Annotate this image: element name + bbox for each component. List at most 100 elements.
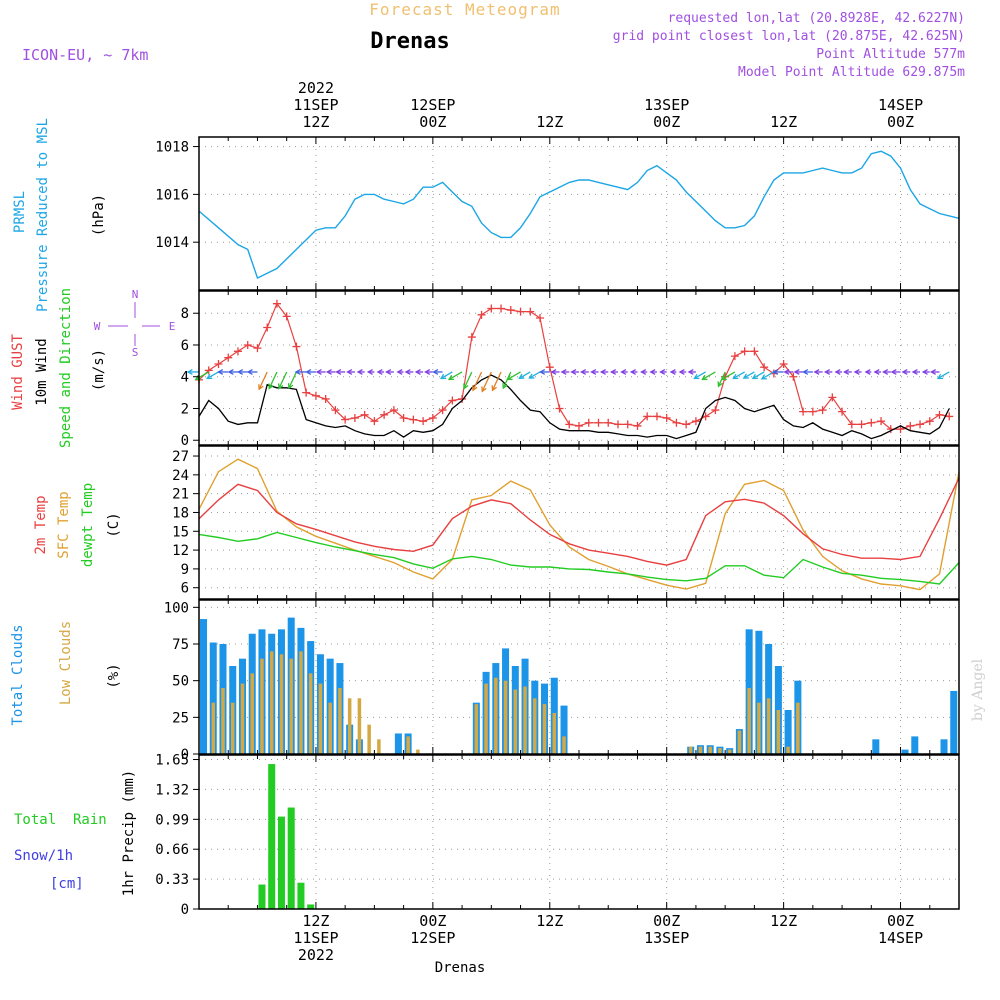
model-label: ICON-EU, ~ 7km: [22, 46, 148, 64]
gust-marker: [565, 420, 574, 429]
wind-arrow-head: [346, 369, 353, 375]
gust-marker: [838, 407, 847, 416]
ms-label: (m/s): [91, 349, 107, 391]
wind-arrow-head: [834, 369, 841, 375]
cm-label: [cm]: [50, 876, 84, 892]
low-cloud-bar: [260, 658, 264, 754]
wind-arrow-head: [629, 369, 636, 375]
gust-marker: [682, 420, 691, 429]
wind-arrow: [258, 371, 268, 390]
time-label-bottom: 00Z: [887, 912, 914, 930]
wind-arrow-head: [687, 369, 694, 375]
y-tick-label: 0.66: [155, 842, 189, 858]
low-cloud-bar: [347, 698, 352, 754]
low-cloud-bar: [688, 746, 693, 754]
wind-arrow-head: [376, 369, 383, 375]
wind-arrow-head: [502, 383, 508, 390]
low-cloud-bar: [250, 673, 254, 754]
wind-arrow-head: [268, 383, 274, 390]
time-label-bottom: 12Z: [302, 912, 329, 930]
gust-marker: [516, 307, 525, 316]
gust-marker: [214, 360, 223, 369]
wind-arrow-head: [217, 369, 224, 375]
total-cloud-bar: [209, 642, 217, 754]
total-cloud-bar: [872, 739, 880, 754]
wind-arrow: [752, 371, 765, 380]
wind-arrow-head: [772, 369, 779, 375]
wind-arrow-head: [414, 369, 421, 375]
time-label-top: 12Z: [302, 113, 329, 131]
low-cloud-bar: [377, 739, 381, 754]
time-label-top: 13SEP: [644, 96, 689, 114]
wind-arrow: [206, 371, 219, 380]
low-cloud-bar: [727, 749, 732, 754]
wind-arrow: [702, 371, 716, 381]
gust-marker: [204, 366, 213, 375]
wind-arrow: [519, 371, 531, 379]
total-cloud-bar: [560, 705, 568, 754]
wind-arrow-head: [864, 369, 871, 375]
wind-arrow: [472, 371, 483, 391]
snow-label: Snow/1h: [14, 848, 73, 864]
total-cloud-bar: [950, 690, 958, 754]
gust-marker: [380, 410, 389, 419]
low-cloud-bar: [796, 702, 800, 754]
gust-marker: [623, 420, 632, 429]
wind-arrow: [268, 371, 278, 389]
gust-marker: [448, 396, 457, 405]
gust-marker: [419, 417, 428, 426]
time-label-top: 12Z: [770, 113, 797, 131]
wind-arrow-head: [385, 369, 392, 375]
y-tick-label: 1.32: [155, 782, 189, 798]
low-cloud-bar: [367, 724, 371, 754]
low-cloud-bar: [718, 748, 722, 754]
low-cloud-bar: [269, 651, 274, 754]
gust-marker: [370, 417, 379, 426]
gust-marker: [691, 417, 700, 426]
total-rain-label: Total Rain: [14, 812, 107, 828]
wind-arrow-head: [287, 383, 294, 390]
low-cloud-bar: [484, 683, 488, 754]
wind-arrow-head: [620, 369, 627, 375]
gust-marker: [877, 417, 886, 426]
point-altitude: Point Altitude 577m: [816, 47, 965, 62]
gust-marker: [302, 388, 311, 397]
wind-arrow-head: [236, 369, 244, 375]
wind-arrow-head: [186, 369, 193, 375]
gust-marker: [233, 347, 242, 356]
low-cloud-bar: [708, 746, 712, 754]
gust-marker: [847, 420, 856, 429]
wind-arrow: [195, 371, 210, 381]
wind-arrow-head: [506, 374, 513, 381]
wind-arrow-head: [610, 369, 617, 375]
wind-arrow-head: [432, 369, 439, 375]
low-cloud-bar: [338, 688, 342, 754]
gust-marker: [224, 353, 233, 362]
gust-marker: [536, 313, 545, 322]
y-tick-label: 0: [181, 747, 189, 763]
wind-arrow-head: [491, 385, 497, 392]
precip-label: 1hr Precip (mm): [121, 770, 137, 896]
wind-arrow-head: [911, 369, 918, 375]
time-label-bottom: 12SEP: [410, 929, 455, 947]
low-cloud-bar: [513, 689, 518, 754]
footer-location: Drenas: [435, 960, 486, 976]
y-tick-label: 15: [172, 524, 189, 540]
low-cloud-bar: [533, 698, 537, 754]
wind-arrow-head: [356, 369, 363, 375]
location-title: Drenas: [370, 29, 449, 54]
y-tick-label: 27: [172, 449, 189, 465]
y-tick-label: 8: [181, 306, 189, 322]
y-tick-label: 1014: [155, 235, 189, 251]
wind-arrow-head: [921, 369, 928, 375]
low-cloud-bar: [211, 702, 216, 754]
y-tick-label: 0.99: [155, 812, 189, 828]
gust-marker: [360, 410, 369, 419]
wind-arrow-head: [366, 369, 373, 375]
total-cloud-bar: [940, 739, 948, 754]
rain-bar: [287, 807, 295, 909]
wind-arrow-head: [539, 369, 546, 375]
wind-arrow-head: [640, 369, 647, 375]
gust-marker: [594, 418, 603, 427]
low-cloud-bar: [698, 746, 703, 754]
